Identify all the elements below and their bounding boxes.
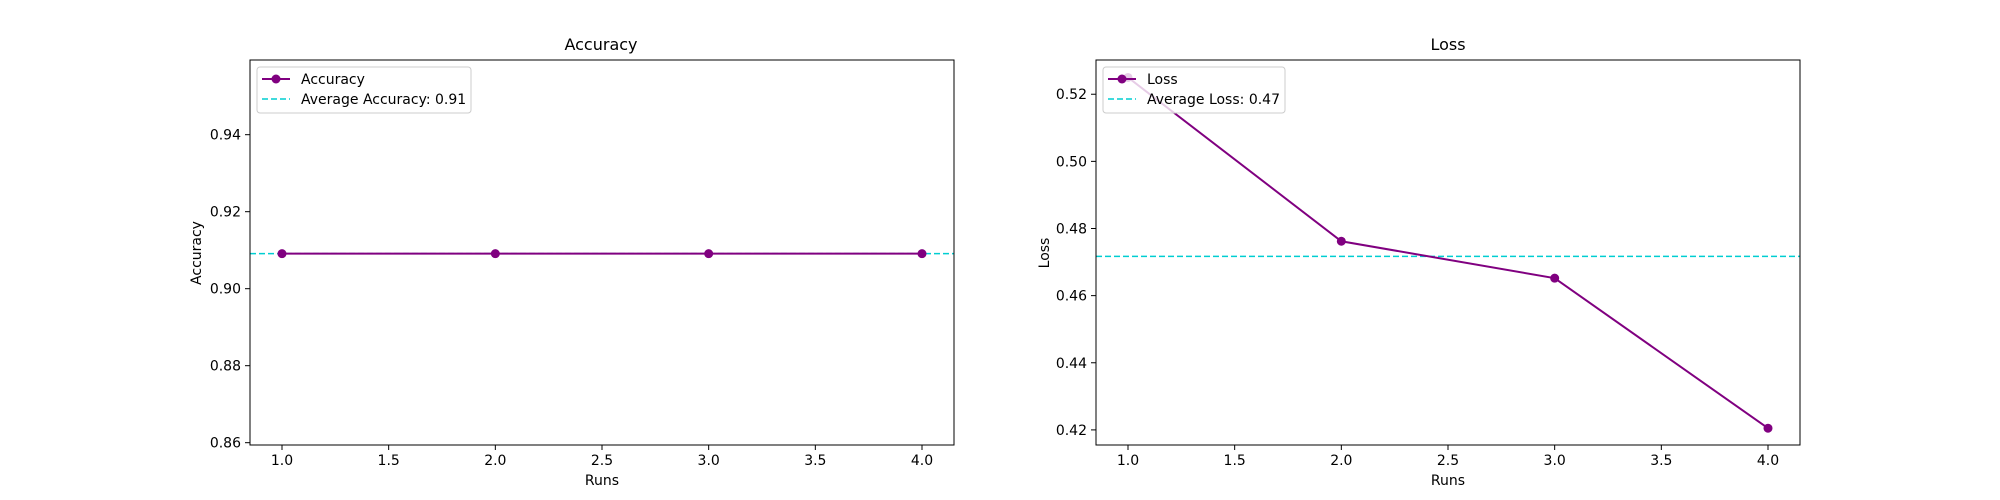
accuracy-legend-box xyxy=(256,66,472,114)
accuracy-legend-average-label: Average Accuracy: 0.91 xyxy=(301,92,466,108)
loss-data-point-4 xyxy=(1763,423,1773,433)
loss-legend-box xyxy=(1102,66,1286,114)
loss-legend-average-label: Average Loss: 0.47 xyxy=(1147,92,1280,108)
accuracy-y-tick-label: 0.90 xyxy=(210,282,241,298)
loss-x-tick-label: 1.0 xyxy=(1117,453,1139,469)
accuracy-x-ticks: 1.0 1.5 2.0 2.5 3.0 3.5 4.0 xyxy=(271,445,933,469)
accuracy-x-axis-label: Runs xyxy=(585,473,619,489)
loss-y-tick-label: 0.48 xyxy=(1056,222,1087,238)
accuracy-data-point-1 xyxy=(277,249,287,259)
accuracy-x-tick-label: 3.5 xyxy=(804,453,826,469)
accuracy-legend: Accuracy Average Accuracy: 0.91 xyxy=(256,66,472,114)
accuracy-x-tick-label: 4.0 xyxy=(911,453,933,469)
loss-y-tick-label: 0.50 xyxy=(1056,154,1087,170)
loss-x-tick-label: 2.5 xyxy=(1437,453,1459,469)
loss-x-tick-label: 2.0 xyxy=(1330,453,1352,469)
accuracy-plot-content xyxy=(250,249,954,259)
loss-x-tick-label: 1.5 xyxy=(1224,453,1246,469)
loss-data-point-2 xyxy=(1336,236,1346,246)
loss-x-tick-label: 4.0 xyxy=(1757,453,1779,469)
loss-y-axis-label: Loss xyxy=(1037,238,1053,269)
loss-legend: Loss Average Loss: 0.47 xyxy=(1102,66,1286,114)
accuracy-x-tick-label: 2.5 xyxy=(591,453,613,469)
accuracy-legend-series-label: Accuracy xyxy=(301,72,365,88)
loss-legend-marker-swatch xyxy=(1117,74,1127,84)
accuracy-chart-title: Accuracy xyxy=(564,35,637,54)
accuracy-y-tick-label: 0.94 xyxy=(210,128,241,144)
accuracy-data-point-4 xyxy=(917,249,927,259)
loss-chart: Loss 1.0 1.5 2.0 2.5 3.0 3.5 4.0 0.420.440.460… xyxy=(1037,35,1801,489)
accuracy-data-point-2 xyxy=(490,249,500,259)
loss-x-ticks: 1.0 1.5 2.0 2.5 3.0 3.5 4.0 xyxy=(1117,445,1779,469)
loss-y-tick-label: 0.46 xyxy=(1056,289,1087,305)
loss-data-point-3 xyxy=(1550,273,1560,283)
accuracy-legend-marker-swatch xyxy=(271,74,281,84)
accuracy-x-tick-label: 1.0 xyxy=(271,453,293,469)
loss-chart-title: Loss xyxy=(1430,35,1465,54)
accuracy-chart: Accuracy 1.0 1.5 2.0 2.5 3.0 3.5 4.0 0.860.880… xyxy=(189,35,955,489)
loss-y-tick-label: 0.52 xyxy=(1056,87,1087,103)
loss-series-line xyxy=(1127,76,1769,430)
accuracy-x-tick-label: 3.0 xyxy=(698,453,720,469)
accuracy-y-tick-label: 0.88 xyxy=(210,359,241,375)
loss-y-tick-label: 0.42 xyxy=(1056,423,1087,439)
loss-legend-series-label: Loss xyxy=(1147,72,1178,88)
loss-y-tick-label: 0.44 xyxy=(1056,356,1087,372)
accuracy-y-axis-label: Accuracy xyxy=(189,221,205,285)
accuracy-y-tick-label: 0.92 xyxy=(210,205,241,221)
accuracy-x-tick-label: 2.0 xyxy=(484,453,506,469)
loss-y-ticks: 0.42 0.44 0.46 0.48 0.50 0.52 xyxy=(1056,87,1096,439)
accuracy-y-ticks: 0.86 0.88 0.90 0.92 0.94 xyxy=(210,128,250,452)
accuracy-y-tick-label: 0.86 xyxy=(210,436,241,452)
loss-x-tick-label: 3.0 xyxy=(1544,453,1566,469)
loss-x-tick-label: 3.5 xyxy=(1650,453,1672,469)
loss-x-axis-label: Runs xyxy=(1431,473,1465,489)
accuracy-data-point-3 xyxy=(704,249,714,259)
accuracy-x-tick-label: 1.5 xyxy=(378,453,400,469)
